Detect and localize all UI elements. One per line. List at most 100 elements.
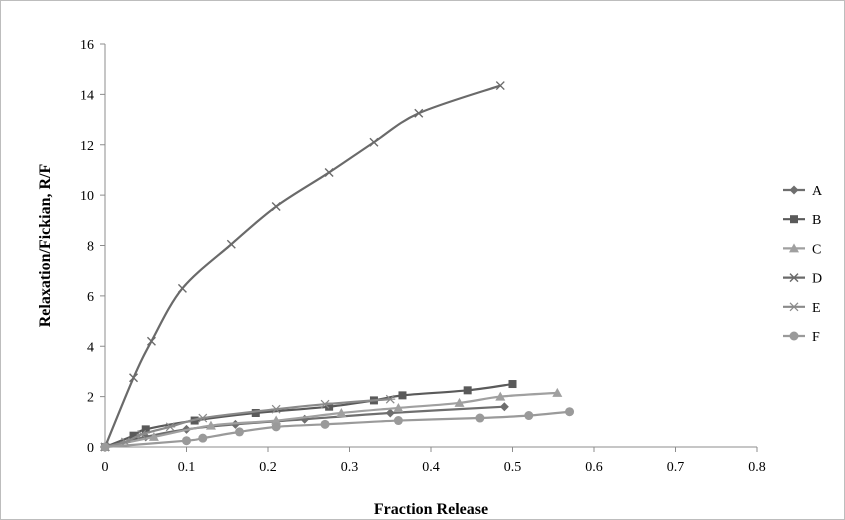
y-axis-title: Relaxation/Fickian, R/F bbox=[37, 164, 54, 328]
y-tick-label: 8 bbox=[87, 240, 94, 255]
series-B bbox=[101, 380, 517, 451]
data-point bbox=[454, 397, 465, 407]
legend-entry-F: F bbox=[783, 330, 820, 345]
axes: 0 2 4 6 8 10 12 14 16 0 0.1 0.2 0.3 0.4 0.5 0.6 0.7 0.8 bbox=[80, 38, 766, 475]
series-line bbox=[104, 405, 505, 449]
x-tick-label: 0.6 bbox=[585, 460, 603, 475]
data-point bbox=[369, 137, 379, 147]
data-point bbox=[146, 336, 156, 346]
x-tick-label: 0.5 bbox=[504, 460, 522, 475]
series-F bbox=[100, 407, 575, 452]
x-tick-label: 0 bbox=[102, 460, 109, 475]
data-point bbox=[136, 429, 147, 439]
data-point bbox=[336, 407, 347, 417]
data-point bbox=[385, 408, 395, 418]
legend-entry-A: A bbox=[783, 184, 823, 199]
data-point bbox=[271, 415, 282, 425]
y-tick-label: 10 bbox=[80, 189, 94, 204]
marker-stroke bbox=[177, 283, 187, 293]
legend-label: C bbox=[812, 242, 821, 257]
marker-stroke bbox=[271, 201, 281, 211]
data-point bbox=[320, 399, 331, 409]
data-point bbox=[385, 394, 396, 404]
legend-label: F bbox=[812, 330, 820, 345]
data-point bbox=[165, 422, 176, 432]
x-axis-title: Fraction Release bbox=[374, 501, 488, 518]
legend-entry-D: D bbox=[783, 272, 822, 287]
marker-stroke bbox=[414, 108, 424, 118]
data-point bbox=[141, 425, 150, 434]
data-point bbox=[271, 422, 281, 432]
series-line bbox=[104, 410, 570, 449]
legend-entry-C: C bbox=[783, 242, 821, 257]
legend-marker bbox=[789, 302, 799, 312]
legend-marker bbox=[790, 215, 798, 224]
series-layer bbox=[100, 81, 575, 452]
legend-marker bbox=[789, 273, 799, 283]
data-point bbox=[205, 420, 216, 430]
data-point bbox=[182, 436, 191, 446]
data-point bbox=[552, 387, 563, 397]
marker-stroke bbox=[226, 239, 236, 249]
marker-stroke bbox=[495, 81, 505, 91]
data-point bbox=[495, 391, 506, 401]
series-E bbox=[100, 394, 396, 452]
x-tick-label: 0.2 bbox=[259, 460, 277, 475]
data-point bbox=[414, 108, 424, 118]
legend-marker bbox=[789, 331, 799, 341]
data-point bbox=[129, 373, 139, 383]
data-point bbox=[565, 407, 575, 417]
data-point bbox=[197, 413, 208, 423]
series-line bbox=[103, 84, 501, 448]
series-line bbox=[104, 382, 513, 449]
marker-stroke bbox=[369, 137, 379, 147]
legend-marker bbox=[789, 243, 799, 253]
data-point bbox=[226, 239, 236, 249]
data-point bbox=[495, 81, 505, 91]
x-tick-label: 0.8 bbox=[748, 460, 766, 475]
y-tick-label: 4 bbox=[87, 340, 94, 355]
x-tick-label: 0.7 bbox=[667, 460, 685, 475]
y-tick-label: 16 bbox=[80, 38, 94, 53]
data-point bbox=[177, 283, 187, 293]
y-tick-label: 2 bbox=[87, 391, 94, 406]
y-tick-label: 0 bbox=[87, 441, 94, 456]
x-tick-label: 0.1 bbox=[178, 460, 196, 475]
legend-label: B bbox=[812, 213, 821, 228]
x-tick-label: 0.3 bbox=[341, 460, 359, 475]
data-point bbox=[524, 411, 534, 421]
series-D bbox=[100, 81, 505, 452]
data-point bbox=[398, 391, 407, 400]
data-point bbox=[148, 431, 159, 441]
data-point bbox=[324, 167, 334, 177]
y-tick-label: 6 bbox=[87, 290, 94, 305]
legend-label: A bbox=[812, 184, 823, 199]
data-point bbox=[393, 416, 403, 426]
data-point bbox=[251, 408, 260, 417]
data-point bbox=[393, 402, 404, 412]
data-point bbox=[325, 402, 334, 411]
data-point bbox=[271, 404, 282, 414]
marker-stroke bbox=[129, 373, 139, 383]
legend-marker bbox=[789, 185, 799, 195]
series-line bbox=[104, 391, 558, 449]
legend-label: D bbox=[812, 272, 822, 287]
data-point bbox=[320, 419, 330, 429]
data-point bbox=[463, 386, 472, 395]
marker-stroke bbox=[324, 167, 334, 177]
data-point bbox=[508, 380, 517, 389]
x-tick-label: 0.4 bbox=[422, 460, 440, 475]
marker-stroke bbox=[789, 273, 799, 283]
data-point bbox=[234, 427, 244, 437]
marker-stroke bbox=[146, 336, 156, 346]
data-point bbox=[198, 433, 208, 443]
y-tick-label: 12 bbox=[80, 139, 94, 154]
data-point bbox=[475, 413, 485, 423]
y-tick-label: 14 bbox=[80, 88, 94, 103]
data-point bbox=[271, 201, 281, 211]
legend-entry-B: B bbox=[783, 213, 821, 228]
legend-entry-E: E bbox=[783, 301, 821, 316]
data-point bbox=[499, 402, 509, 412]
